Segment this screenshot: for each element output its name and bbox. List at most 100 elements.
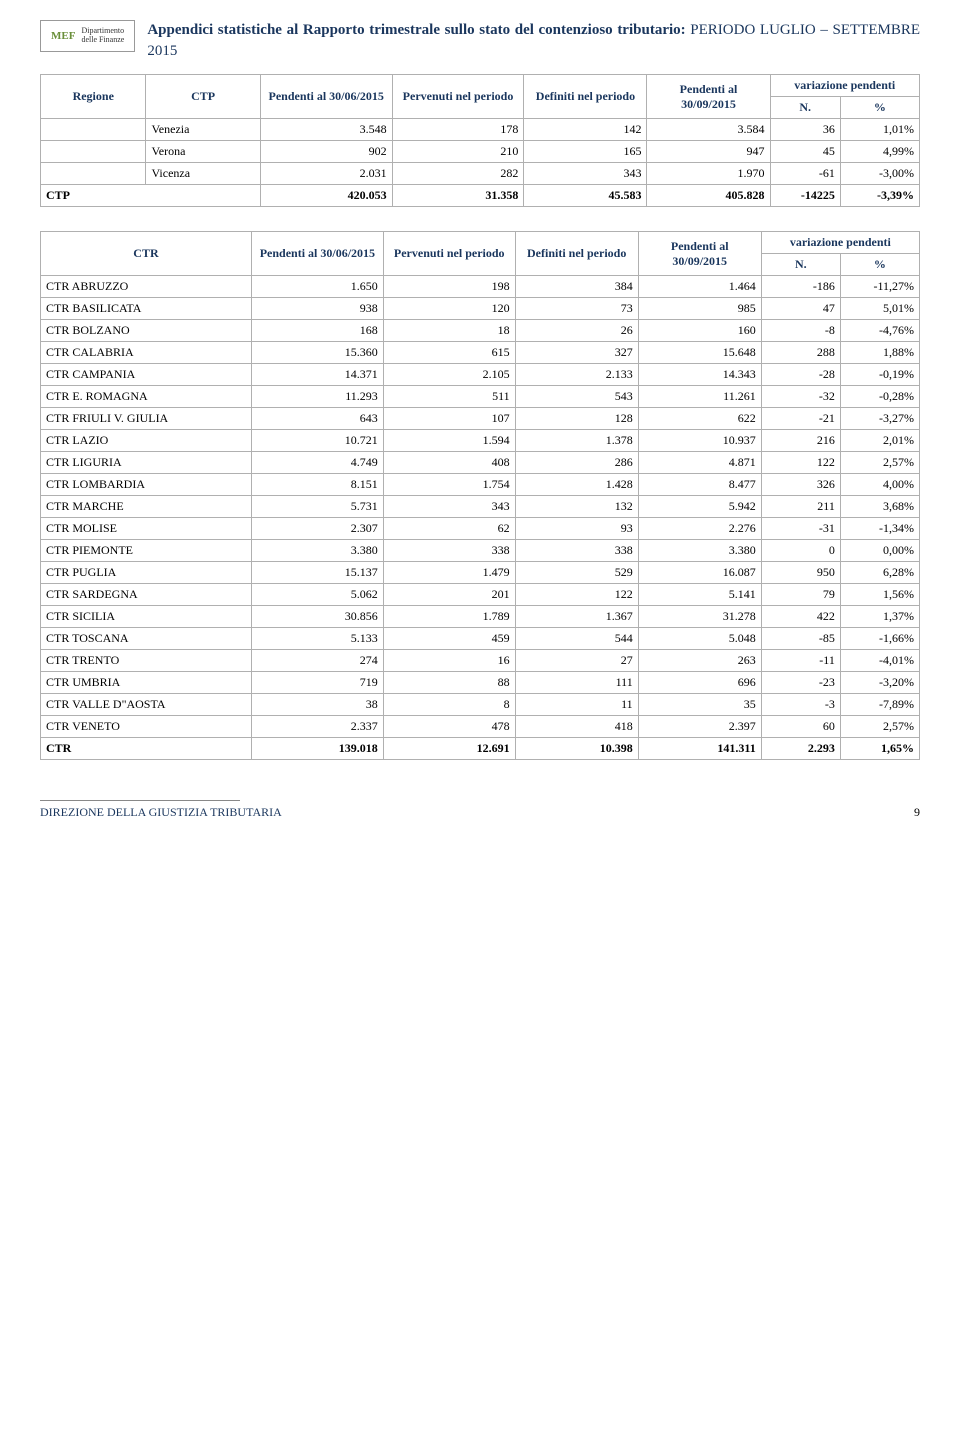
table-cell: 422 bbox=[761, 606, 840, 628]
table-cell: 3.548 bbox=[260, 119, 392, 141]
table-cell: 2.105 bbox=[383, 364, 515, 386]
table-row: CTR FRIULI V. GIULIA643107128622-21-3,27… bbox=[41, 408, 920, 430]
table-row: CTR MARCHE5.7313431325.9422113,68% bbox=[41, 496, 920, 518]
table-cell: 10.937 bbox=[638, 430, 761, 452]
th2-definiti: Definiti nel periodo bbox=[515, 232, 638, 276]
table-cell: Venezia bbox=[146, 119, 260, 141]
table-cell: Verona bbox=[146, 141, 260, 163]
table-cell: -186 bbox=[761, 276, 840, 298]
page-header: MEF Dipartimento delle Finanze Appendici… bbox=[40, 20, 920, 62]
table-cell: 1.789 bbox=[383, 606, 515, 628]
table-cell: 11.293 bbox=[251, 386, 383, 408]
table-cell: -28 bbox=[761, 364, 840, 386]
table-cell: 178 bbox=[392, 119, 524, 141]
table-cell: 122 bbox=[515, 584, 638, 606]
table-row: Vicenza2.0312823431.970-61-3,00% bbox=[41, 163, 920, 185]
th2-var-n: N. bbox=[761, 254, 840, 276]
table-cell: 6,28% bbox=[840, 562, 919, 584]
table-cell: 5.062 bbox=[251, 584, 383, 606]
table-cell: 1,88% bbox=[840, 342, 919, 364]
table-cell: 8.151 bbox=[251, 474, 383, 496]
th-pervenuti: Pervenuti nel periodo bbox=[392, 75, 524, 119]
table-row: Verona902210165947454,99% bbox=[41, 141, 920, 163]
table-cell: 45 bbox=[770, 141, 840, 163]
table-cell: 622 bbox=[638, 408, 761, 430]
table-cell: 132 bbox=[515, 496, 638, 518]
header-title-bold: Appendici statistiche al Rapporto trimes… bbox=[147, 22, 685, 38]
table-cell: 2,57% bbox=[840, 452, 919, 474]
table-cell: 201 bbox=[383, 584, 515, 606]
table-cell: 1,56% bbox=[840, 584, 919, 606]
table-cell: 111 bbox=[515, 672, 638, 694]
table-cell: 4.749 bbox=[251, 452, 383, 474]
table-cell: 1.378 bbox=[515, 430, 638, 452]
table-cell: 696 bbox=[638, 672, 761, 694]
table-cell: 2.337 bbox=[251, 716, 383, 738]
table-cell: 1,65% bbox=[840, 738, 919, 760]
table-row: CTR CALABRIA15.36061532715.6482881,88% bbox=[41, 342, 920, 364]
table-cell: 1.594 bbox=[383, 430, 515, 452]
table-cell: 60 bbox=[761, 716, 840, 738]
table-row: CTR LAZIO10.7211.5941.37810.9372162,01% bbox=[41, 430, 920, 452]
table-cell: 107 bbox=[383, 408, 515, 430]
table-cell: 31.278 bbox=[638, 606, 761, 628]
footer-left: DIREZIONE DELLA GIUSTIZIA TRIBUTARIA bbox=[40, 805, 282, 820]
table-cell: 327 bbox=[515, 342, 638, 364]
table-cell: 5.731 bbox=[251, 496, 383, 518]
table-cell: 16.087 bbox=[638, 562, 761, 584]
table-cell: 643 bbox=[251, 408, 383, 430]
table-cell: CTR UMBRIA bbox=[41, 672, 252, 694]
table-cell: 384 bbox=[515, 276, 638, 298]
table-cell: 36 bbox=[770, 119, 840, 141]
logo-dept: Dipartimento delle Finanze bbox=[81, 27, 124, 45]
table-cell: CTR CALABRIA bbox=[41, 342, 252, 364]
table-cell: -0,19% bbox=[840, 364, 919, 386]
table-cell: 2,57% bbox=[840, 716, 919, 738]
table-cell: 10.398 bbox=[515, 738, 638, 760]
table-cell: -3,20% bbox=[840, 672, 919, 694]
table-cell: CTR BASILICATA bbox=[41, 298, 252, 320]
table-cell: 543 bbox=[515, 386, 638, 408]
table-cell: 418 bbox=[515, 716, 638, 738]
table-cell: 38 bbox=[251, 694, 383, 716]
table-cell: 139.018 bbox=[251, 738, 383, 760]
table-cell: 4,00% bbox=[840, 474, 919, 496]
table-cell: -23 bbox=[761, 672, 840, 694]
table-row: Venezia3.5481781423.584361,01% bbox=[41, 119, 920, 141]
table-cell: 5,01% bbox=[840, 298, 919, 320]
table-cell: -3,27% bbox=[840, 408, 919, 430]
table-total-row: CTR139.01812.69110.398141.3112.2931,65% bbox=[41, 738, 920, 760]
table-cell: 5.133 bbox=[251, 628, 383, 650]
table-cell: 15.137 bbox=[251, 562, 383, 584]
table-cell: CTR LOMBARDIA bbox=[41, 474, 252, 496]
table-cell: -1,34% bbox=[840, 518, 919, 540]
table-cell: 338 bbox=[383, 540, 515, 562]
table-cell: 544 bbox=[515, 628, 638, 650]
table-row: CTR PIEMONTE3.3803383383.38000,00% bbox=[41, 540, 920, 562]
table-cell: 719 bbox=[251, 672, 383, 694]
table-cell: 408 bbox=[383, 452, 515, 474]
logo-box: MEF Dipartimento delle Finanze bbox=[40, 20, 135, 52]
table-cell: 2.276 bbox=[638, 518, 761, 540]
table-ctr-body: CTR ABRUZZO1.6501983841.464-186-11,27%CT… bbox=[41, 276, 920, 760]
table-cell: 165 bbox=[524, 141, 647, 163]
th-ctp: CTP bbox=[146, 75, 260, 119]
table-cell: 2.397 bbox=[638, 716, 761, 738]
table-cell: 210 bbox=[392, 141, 524, 163]
table-cell: CTR BOLZANO bbox=[41, 320, 252, 342]
table-cell: CTR CAMPANIA bbox=[41, 364, 252, 386]
table-cell: 128 bbox=[515, 408, 638, 430]
table-row: CTR LIGURIA4.7494082864.8711222,57% bbox=[41, 452, 920, 474]
table-cell: CTR TOSCANA bbox=[41, 628, 252, 650]
th-variazione: variazione pendenti bbox=[770, 75, 919, 97]
table-cell: 31.358 bbox=[392, 185, 524, 207]
table-row: CTR LOMBARDIA8.1511.7541.4288.4773264,00… bbox=[41, 474, 920, 496]
table-cell: -61 bbox=[770, 163, 840, 185]
table-cell: Vicenza bbox=[146, 163, 260, 185]
th-pend-0606: Pendenti al 30/06/2015 bbox=[260, 75, 392, 119]
table-row: CTR PUGLIA15.1371.47952916.0879506,28% bbox=[41, 562, 920, 584]
table-cell: -31 bbox=[761, 518, 840, 540]
table-cell: CTR VENETO bbox=[41, 716, 252, 738]
table-cell: 1.367 bbox=[515, 606, 638, 628]
table-cell: 18 bbox=[383, 320, 515, 342]
